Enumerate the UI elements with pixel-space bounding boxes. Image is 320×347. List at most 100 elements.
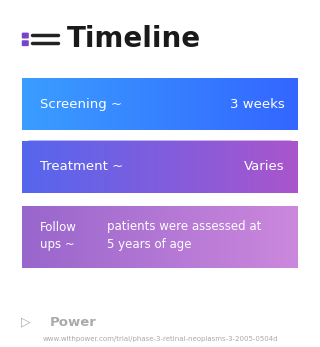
Bar [137,78,138,130]
Bar [141,206,142,268]
Bar [265,78,266,130]
Bar [46,206,47,268]
Bar [69,78,71,130]
Bar [289,141,291,193]
Bar [289,78,291,130]
Bar [142,141,144,193]
Bar [64,206,65,268]
Bar [58,206,60,268]
Bar [219,141,221,193]
Bar [160,206,162,268]
Bar [24,206,26,268]
Bar [153,206,155,268]
Bar [97,78,99,130]
Bar [214,206,215,268]
Bar [175,78,177,130]
Bar [150,78,152,130]
Bar [25,78,27,130]
Bar [116,141,118,193]
Bar [180,206,182,268]
Bar [207,206,209,268]
Bar [53,206,54,268]
Bar [132,78,134,130]
Bar [205,141,207,193]
Bar [228,206,229,268]
Bar [251,206,252,268]
Bar [276,78,277,130]
Bar [240,141,242,193]
Bar [174,78,175,130]
Bar [113,141,115,193]
Bar [284,78,285,130]
Bar [288,78,290,130]
Bar [163,141,164,193]
Bar [226,141,228,193]
Bar [174,206,175,268]
Bar [42,206,44,268]
Bar [201,141,203,193]
Bar [79,141,81,193]
FancyBboxPatch shape [22,78,298,130]
Bar [25,141,27,193]
Bar [32,141,34,193]
Bar [295,141,297,193]
Bar [108,206,109,268]
Bar [229,206,230,268]
Bar [44,141,46,193]
Bar [47,141,49,193]
Bar [237,141,239,193]
Bar [94,206,96,268]
Bar [230,78,232,130]
Bar [170,78,171,130]
Bar [164,78,166,130]
Bar [140,78,141,130]
Bar [174,141,175,193]
Bar [185,206,187,268]
Bar [130,78,132,130]
Bar [190,141,192,193]
Bar [156,141,157,193]
Bar [271,206,273,268]
Bar [194,141,196,193]
Bar [43,141,45,193]
Bar [247,78,248,130]
Bar [148,141,149,193]
Bar [241,141,243,193]
Bar [218,206,220,268]
Bar [243,141,244,193]
Bar [24,78,26,130]
Bar [228,78,229,130]
Bar [55,141,57,193]
Bar [132,206,134,268]
Bar [216,78,218,130]
Text: Timeline: Timeline [67,25,201,53]
Bar [64,78,65,130]
Bar [58,78,60,130]
Bar [256,78,258,130]
Bar [80,141,82,193]
Bar [255,78,257,130]
Bar [183,78,185,130]
Bar [117,78,119,130]
Bar [188,78,189,130]
Bar [265,206,266,268]
Bar [135,206,137,268]
Bar [40,206,42,268]
Bar [120,141,122,193]
Bar [236,206,237,268]
Bar [33,78,35,130]
Bar [35,141,36,193]
Bar [296,78,298,130]
Bar [280,78,281,130]
Bar [273,141,275,193]
Bar [222,141,224,193]
Bar [75,206,76,268]
Text: Screening ~: Screening ~ [40,98,122,111]
Bar [201,206,203,268]
Bar [241,78,243,130]
Bar [248,206,250,268]
Bar [117,206,119,268]
Bar [106,141,108,193]
Bar [150,206,152,268]
Bar [226,78,228,130]
